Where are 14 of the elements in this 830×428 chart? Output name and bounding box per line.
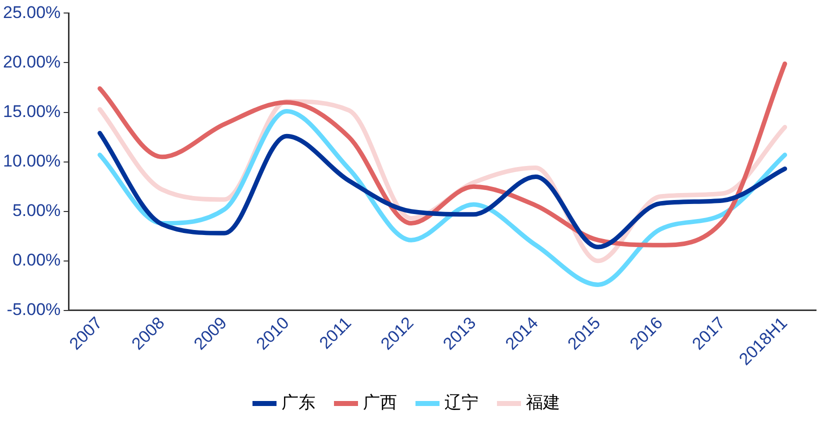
- legend-label: 广东: [282, 393, 316, 412]
- line-series: [98, 130, 788, 250]
- line-series: [98, 61, 788, 248]
- line-series: [98, 109, 788, 287]
- y-tick-label: 15.00%: [2, 102, 61, 121]
- y-tick-label: 20.00%: [2, 52, 61, 72]
- y-tick-label: 5.00%: [12, 201, 61, 220]
- y-tick-label: 25.00%: [2, 2, 61, 22]
- y-tick-label: 10.00%: [2, 152, 61, 171]
- y-tick-label: -5.00%: [6, 300, 61, 320]
- legend-label: 福建: [526, 393, 560, 412]
- legend-label: 辽宁: [444, 393, 478, 412]
- legend-label: 广西: [363, 393, 397, 412]
- y-tick-label: 0.00%: [12, 250, 61, 270]
